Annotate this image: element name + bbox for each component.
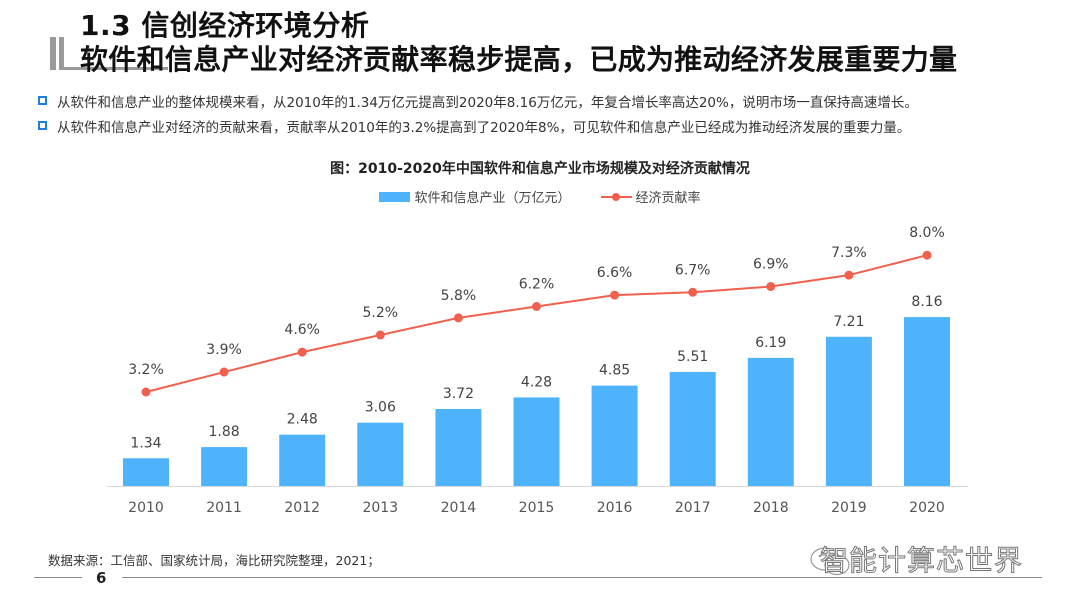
x-tick-label: 2020 (909, 500, 945, 516)
line-point (219, 367, 229, 377)
x-tick-label: 2019 (831, 500, 867, 516)
legend-label-bar: 软件和信息产业（万亿元） (414, 191, 571, 206)
bar (669, 371, 716, 486)
bar (357, 422, 404, 486)
bar-value-label: 4.28 (521, 374, 552, 390)
line-value-label: 6.2% (519, 277, 555, 293)
bar-value-label: 7.21 (833, 314, 864, 330)
line-point (532, 302, 541, 311)
line-point (688, 287, 698, 297)
square-bullet-icon (38, 121, 47, 130)
line-value-label: 3.2% (128, 362, 164, 378)
line-value-label: 8.0% (909, 225, 945, 241)
line-point (297, 347, 307, 357)
line-value-label: 7.3% (831, 245, 867, 261)
x-tick-label: 2016 (597, 500, 633, 516)
bullet-text: 从软件和信息产业对经济的贡献来看，贡献率从2010年的3.2%提高到了2020年… (57, 119, 911, 136)
x-tick-label: 2012 (284, 500, 320, 516)
bar (591, 385, 638, 486)
line-point (766, 282, 776, 292)
line-value-label: 5.2% (363, 305, 399, 321)
legend-bar-swatch (379, 191, 411, 202)
line-point (922, 250, 932, 260)
x-tick-label: 2013 (362, 500, 398, 516)
bullet-text: 从软件和信息产业的整体规模来看，从2010年的1.34万亿元提高到2020年8.… (57, 94, 918, 111)
bar (747, 357, 794, 486)
square-bullet-icon (38, 96, 47, 105)
line-value-label: 4.6% (284, 322, 320, 338)
chart-title: 图：2010-2020年中国软件和信息产业市场规模及对经济贡献情况 (330, 161, 750, 177)
bar-value-label: 1.88 (209, 424, 240, 440)
wechat-icon (810, 547, 850, 576)
line-point (141, 387, 151, 397)
bar-value-label: 5.51 (677, 349, 708, 365)
bar (513, 397, 560, 486)
line-point (610, 290, 620, 300)
bar (279, 434, 326, 486)
x-tick-label: 2015 (519, 500, 555, 516)
bar (904, 317, 950, 486)
line-point (375, 330, 385, 340)
legend-line-swatch (600, 192, 632, 202)
line-value-label: 3.9% (206, 342, 242, 358)
bullet-item: 从软件和信息产业对经济的贡献来看，贡献率从2010年的3.2%提高到了2020年… (36, 113, 918, 138)
bar-value-label: 3.72 (443, 386, 474, 402)
line-value-label: 6.6% (597, 265, 633, 281)
chart-legend: 软件和信息产业（万亿元） 经济贡献率 (0, 187, 1080, 206)
x-tick-label: 2017 (675, 500, 711, 516)
bar (123, 458, 169, 486)
bar-value-label: 2.48 (287, 412, 318, 428)
line-point (844, 270, 854, 280)
section-title: 1.3 信创经济环境分析 (80, 9, 370, 42)
brand-watermark: 智能计算芯世界 (819, 544, 1024, 578)
footer-line-left (34, 577, 82, 578)
line-value-label: 6.7% (675, 262, 711, 278)
legend-label-line: 经济贡献率 (635, 191, 701, 206)
bullet-item: 从软件和信息产业的整体规模来看，从2010年的1.34万亿元提高到2020年8.… (36, 88, 918, 113)
header-decoration-underline (64, 67, 168, 70)
bar-value-label: 4.85 (599, 363, 630, 379)
bar-value-label: 8.16 (911, 294, 942, 310)
bar-value-label: 1.34 (130, 435, 161, 451)
header-decoration-bar-1 (50, 37, 56, 70)
header-decoration-bar-2 (59, 37, 64, 70)
line-value-label: 6.9% (753, 257, 789, 273)
line-point (453, 313, 463, 323)
bar-value-label: 6.19 (755, 335, 786, 351)
bar-value-label: 3.06 (365, 400, 396, 416)
x-tick-label: 2011 (206, 500, 242, 516)
bar (825, 336, 872, 486)
headline: 软件和信息产业对经济贡献率稳步提高，已成为推动经济发展重要力量 (80, 43, 958, 76)
x-tick-label: 2014 (441, 500, 477, 516)
data-source: 数据来源：工信部、国家统计局，海比研究院整理，2021； (48, 553, 380, 568)
x-tick-label: 2018 (753, 500, 789, 516)
bar (435, 408, 482, 486)
footer-line-right (122, 577, 1042, 578)
bullet-list: 从软件和信息产业的整体规模来看，从2010年的1.34万亿元提高到2020年8.… (36, 88, 918, 138)
line-value-label: 5.8% (441, 288, 477, 304)
page-number: 6 (96, 569, 107, 587)
bar (201, 447, 248, 486)
x-tick-label: 2010 (128, 500, 164, 516)
